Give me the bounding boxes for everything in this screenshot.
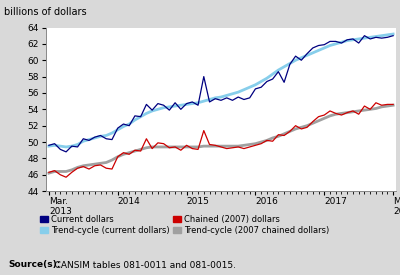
Text: Source(s):: Source(s): <box>8 260 60 270</box>
Text: billions of dollars: billions of dollars <box>4 7 87 17</box>
Legend: Current dollars, Trend-cycle (current dollars), Chained (2007) dollars, Trend-cy: Current dollars, Trend-cycle (current do… <box>40 214 329 235</box>
Text: CANSIM tables 081-0011 and 081-0015.: CANSIM tables 081-0011 and 081-0015. <box>46 260 236 270</box>
